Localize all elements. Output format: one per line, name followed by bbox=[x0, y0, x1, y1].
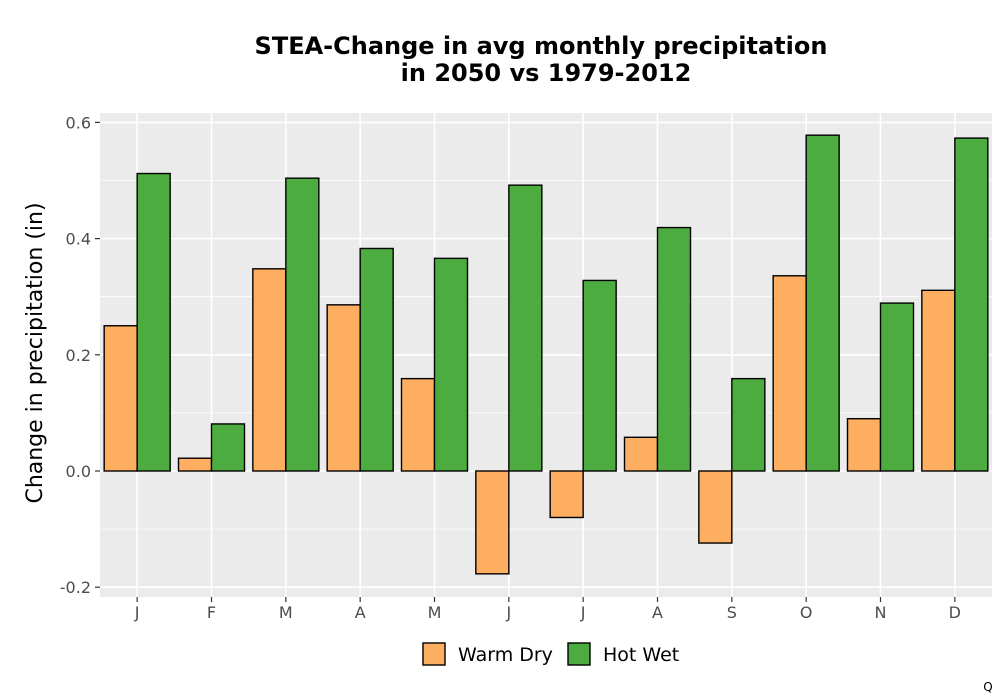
x-tick-label: F bbox=[207, 603, 216, 622]
bar-warm-dry bbox=[549, 470, 584, 519]
x-tick-label: J bbox=[134, 603, 140, 622]
y-axis-title: Change in precipitation (in) bbox=[23, 202, 48, 503]
x-tick-label: M bbox=[428, 603, 442, 622]
bar-hot-wet bbox=[954, 137, 989, 472]
corner-mark: Q bbox=[983, 680, 992, 694]
y-tick-label: 0.0 bbox=[66, 462, 91, 481]
bar-warm-dry bbox=[772, 275, 807, 472]
bar-hot-wet bbox=[210, 423, 246, 472]
y-axis: -0.2 0.0 0.2 0.4 0.6 bbox=[60, 113, 100, 597]
bar-warm-dry bbox=[326, 304, 361, 472]
x-tick-label: O bbox=[800, 603, 813, 622]
x-tick-label: J bbox=[580, 603, 586, 622]
y-tick-label: -0.2 bbox=[60, 578, 91, 597]
bar-hot-wet bbox=[433, 257, 469, 472]
x-tick-label: N bbox=[875, 603, 887, 622]
chart-title-line-1: STEA-Change in avg monthly precipitation bbox=[255, 32, 828, 60]
x-tick-label: S bbox=[727, 603, 737, 622]
y-tick-label: 0.4 bbox=[66, 230, 91, 249]
bar-hot-wet bbox=[508, 184, 543, 472]
bar-warm-dry bbox=[400, 377, 436, 472]
bar-hot-wet bbox=[359, 247, 394, 472]
bar-warm-dry bbox=[103, 325, 138, 472]
y-tick-label: 0.6 bbox=[66, 113, 91, 132]
bar-warm-dry bbox=[475, 470, 510, 575]
bar-warm-dry bbox=[623, 436, 659, 472]
x-tick-label: D bbox=[949, 603, 961, 622]
bar-hot-wet bbox=[656, 226, 692, 472]
bar-hot-wet bbox=[285, 177, 320, 472]
y-tick-label: 0.2 bbox=[66, 346, 91, 365]
bar-warm-dry bbox=[921, 289, 956, 472]
bar-warm-dry bbox=[177, 457, 213, 472]
legend: Warm Dry Hot Wet bbox=[422, 642, 679, 666]
x-tick-label: M bbox=[279, 603, 293, 622]
bar-hot-wet bbox=[582, 279, 617, 472]
bar-hot-wet bbox=[136, 172, 171, 472]
minor-gridlines bbox=[100, 180, 992, 530]
legend-label: Warm Dry bbox=[458, 644, 553, 666]
legend-key-warm-dry bbox=[422, 642, 446, 666]
bar-warm-dry bbox=[846, 418, 882, 472]
x-tick-label: A bbox=[652, 603, 663, 622]
bar-hot-wet bbox=[731, 377, 766, 472]
x-tick-label: J bbox=[505, 603, 511, 622]
bar-warm-dry bbox=[698, 470, 733, 544]
bar-hot-wet bbox=[879, 302, 915, 472]
legend-label: Hot Wet bbox=[603, 644, 679, 666]
chart-title-line-2: in 2050 vs 1979-2012 bbox=[401, 59, 692, 87]
x-tick-label: A bbox=[355, 603, 366, 622]
bar-hot-wet bbox=[805, 134, 840, 472]
bar-warm-dry bbox=[252, 268, 287, 472]
legend-key-hot-wet bbox=[567, 642, 591, 666]
bars bbox=[103, 134, 989, 575]
